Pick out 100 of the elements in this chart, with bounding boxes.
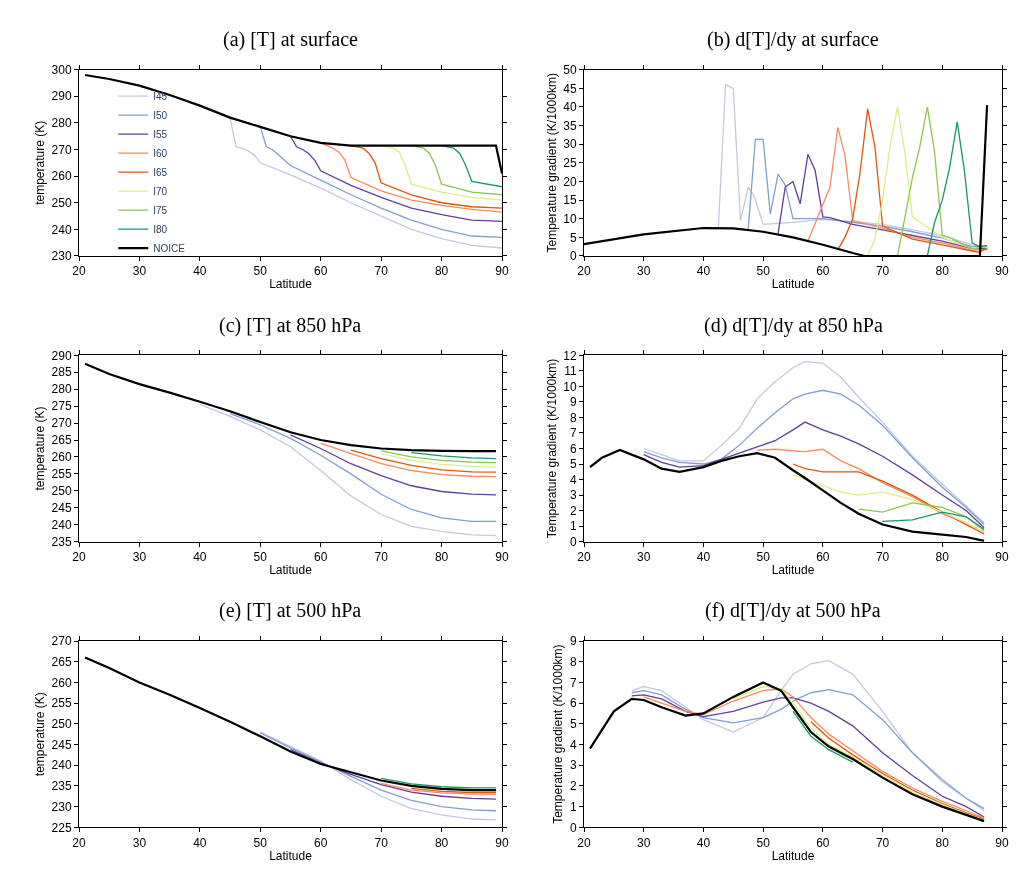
y-axis-title: Temperature gradient (K/1000km) (544, 73, 559, 253)
y-tick-label: 255 (51, 696, 72, 711)
y-tick-label: 260 (51, 675, 72, 690)
x-axis-title: Latitude (771, 277, 815, 292)
y-tick-label: 250 (51, 195, 72, 210)
y-tick-label: 9 (569, 634, 577, 649)
x-axis-title: Latitude (771, 562, 815, 577)
y-tick-label: 275 (51, 399, 72, 414)
x-tick-label: 40 (193, 835, 207, 850)
y-tick-label: 245 (51, 737, 72, 752)
x-tick-label: 30 (132, 550, 147, 565)
y-tick-label: 255 (51, 467, 72, 482)
y-tick-label: 5 (569, 717, 577, 731)
x-tick-label: 30 (132, 264, 147, 279)
chart-title: (b) d[T]/dy at surface (707, 28, 879, 51)
legend-label: I45 (153, 91, 168, 103)
x-tick-label: 40 (696, 550, 711, 565)
legend-label: NOICE (153, 243, 186, 255)
y-tick-label: 250 (51, 717, 72, 731)
y-tick-label: 0 (569, 249, 577, 264)
x-tick-label: 60 (816, 550, 830, 565)
y-tick-label: 260 (51, 450, 72, 465)
y-tick-label: 10 (563, 211, 577, 226)
x-tick-label: 70 (374, 264, 389, 279)
x-tick-label: 90 (995, 550, 1009, 565)
x-tick-label: 70 (374, 550, 389, 565)
y-tick-label: 270 (51, 416, 72, 431)
legend-label: I70 (153, 186, 168, 198)
y-tick-label: 240 (51, 222, 72, 237)
y-tick-label: 290 (51, 89, 72, 104)
x-tick-label: 30 (637, 550, 651, 565)
x-tick-label: 90 (495, 550, 509, 565)
y-tick-label: 235 (51, 779, 72, 794)
y-tick-label: 6 (569, 441, 577, 456)
y-tick-label: 245 (51, 500, 72, 515)
x-tick-label: 50 (253, 550, 268, 565)
y-tick-label: 25 (563, 156, 577, 171)
y-tick-label: 270 (51, 142, 72, 157)
x-tick-label: 60 (314, 835, 328, 850)
y-tick-label: 1 (569, 799, 577, 814)
y-tick-label: 45 (563, 81, 577, 96)
x-tick-label: 20 (72, 264, 86, 279)
x-tick-label: 40 (696, 264, 711, 279)
y-axis-title: temperature (K) (32, 120, 47, 205)
y-tick-label: 40 (563, 100, 577, 115)
legend-label: I65 (153, 167, 168, 179)
y-tick-label: 7 (569, 675, 577, 690)
y-tick-label: 11 (564, 364, 577, 379)
x-tick-label: 90 (995, 835, 1009, 850)
x-tick-label: 20 (72, 835, 86, 850)
x-tick-label: 80 (434, 550, 449, 565)
y-tick-label: 270 (51, 634, 72, 649)
x-axis-title: Latitude (771, 848, 815, 863)
y-tick-label: 3 (569, 758, 577, 773)
x-tick-label: 90 (995, 264, 1009, 279)
x-tick-label: 60 (816, 264, 830, 279)
legend-label: I60 (153, 148, 168, 160)
x-tick-label: 40 (193, 550, 207, 565)
x-tick-label: 90 (495, 264, 509, 279)
y-tick-label: 7 (569, 426, 577, 441)
y-tick-label: 260 (51, 169, 72, 184)
x-tick-label: 70 (875, 550, 890, 565)
x-tick-label: 70 (875, 835, 890, 850)
x-tick-label: 80 (935, 835, 950, 850)
x-tick-label: 20 (72, 550, 86, 565)
y-tick-label: 250 (51, 484, 72, 499)
y-tick-label: 2 (569, 503, 577, 518)
y-tick-label: 20 (563, 174, 577, 189)
y-tick-label: 230 (51, 799, 72, 814)
y-axis-title: temperature (K) (32, 692, 47, 777)
x-tick-label: 80 (935, 264, 950, 279)
y-axis-title: Temperature gradient (K/1000km) (544, 358, 559, 539)
x-axis-title: Latitude (269, 277, 313, 292)
x-tick-label: 40 (696, 835, 711, 850)
x-tick-label: 70 (374, 835, 389, 850)
x-tick-label: 70 (875, 264, 890, 279)
y-axis-title: temperature (K) (32, 406, 47, 491)
x-axis-title: Latitude (269, 848, 313, 863)
y-tick-label: 240 (51, 758, 72, 773)
legend-label: I55 (153, 129, 168, 141)
x-tick-label: 50 (756, 550, 771, 565)
y-tick-label: 225 (51, 820, 72, 835)
y-tick-label: 6 (569, 696, 577, 711)
y-tick-label: 5 (569, 230, 577, 245)
x-tick-label: 50 (756, 835, 771, 850)
y-tick-label: 12 (563, 348, 577, 363)
x-tick-label: 50 (253, 835, 268, 850)
y-tick-label: 240 (51, 517, 72, 532)
y-tick-label: 265 (51, 433, 72, 448)
y-tick-label: 280 (51, 382, 72, 397)
x-axis-title: Latitude (269, 562, 313, 577)
chart-title: (a) [T] at surface (223, 28, 359, 51)
x-tick-label: 30 (637, 264, 651, 279)
y-tick-label: 280 (51, 116, 72, 131)
x-tick-label: 80 (935, 550, 950, 565)
y-tick-label: 15 (563, 193, 577, 208)
y-tick-label: 9 (569, 395, 577, 410)
x-tick-label: 80 (434, 264, 449, 279)
x-tick-label: 60 (816, 835, 830, 850)
y-tick-label: 300 (51, 62, 72, 77)
